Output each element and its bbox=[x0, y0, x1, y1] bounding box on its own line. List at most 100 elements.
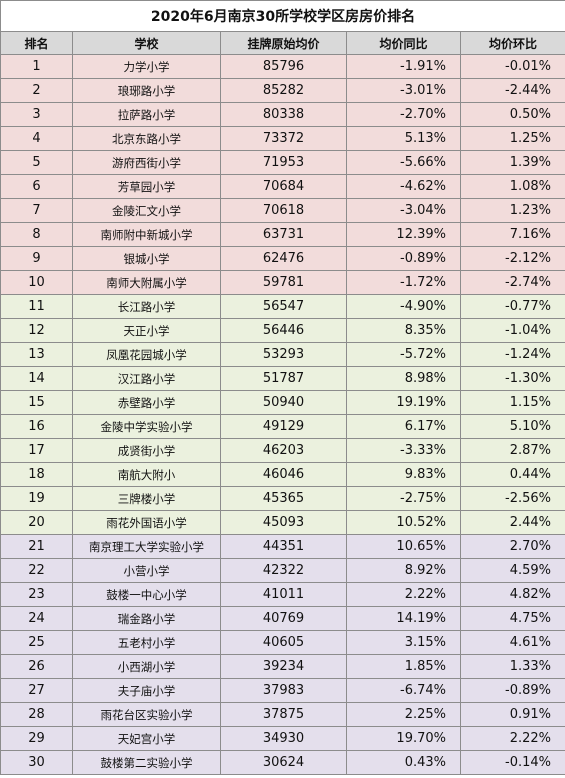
yoy-cell: 2.25% bbox=[346, 702, 461, 727]
rank-cell: 11 bbox=[0, 294, 73, 319]
price-cell: 37875 bbox=[220, 702, 347, 727]
mom-cell: -0.01% bbox=[459, 54, 565, 79]
mom-cell: 5.10% bbox=[459, 414, 565, 439]
price-cell: 44351 bbox=[220, 534, 347, 559]
yoy-cell: 9.83% bbox=[346, 462, 461, 487]
price-cell: 71953 bbox=[220, 150, 347, 175]
yoy-cell: 1.85% bbox=[346, 654, 461, 679]
table-row: 4 北京东路小学 73372 5.13% 1.25% bbox=[0, 126, 565, 151]
school-cell: 夫子庙小学 bbox=[72, 678, 221, 703]
mom-cell: 1.23% bbox=[459, 198, 565, 223]
table-row: 9 银城小学 62476 -0.89% -2.12% bbox=[0, 246, 565, 271]
rank-cell: 21 bbox=[0, 534, 73, 559]
yoy-cell: -2.75% bbox=[346, 486, 461, 511]
yoy-cell: -3.01% bbox=[346, 78, 461, 103]
price-cell: 53293 bbox=[220, 342, 347, 367]
rank-cell: 24 bbox=[0, 606, 73, 631]
table-row: 15 赤壁路小学 50940 19.19% 1.15% bbox=[0, 390, 565, 415]
rank-cell: 16 bbox=[0, 414, 73, 439]
price-cell: 41011 bbox=[220, 582, 347, 607]
rank-cell: 10 bbox=[0, 270, 73, 295]
yoy-cell: 8.98% bbox=[346, 366, 461, 391]
rank-cell: 30 bbox=[0, 750, 73, 775]
yoy-cell: -1.72% bbox=[346, 270, 461, 295]
school-cell: 小营小学 bbox=[72, 558, 221, 583]
school-cell: 金陵中学实验小学 bbox=[72, 414, 221, 439]
yoy-cell: 19.70% bbox=[346, 726, 461, 751]
yoy-cell: -5.66% bbox=[346, 150, 461, 175]
header-mom: 均价环比 bbox=[459, 31, 565, 55]
rank-cell: 20 bbox=[0, 510, 73, 535]
mom-cell: 0.50% bbox=[459, 102, 565, 127]
table-row: 23 鼓楼一中心小学 41011 2.22% 4.82% bbox=[0, 582, 565, 607]
table-row: 26 小西湖小学 39234 1.85% 1.33% bbox=[0, 654, 565, 679]
mom-cell: 2.87% bbox=[459, 438, 565, 463]
yoy-cell: 8.92% bbox=[346, 558, 461, 583]
yoy-cell: -2.70% bbox=[346, 102, 461, 127]
mom-cell: 2.70% bbox=[459, 534, 565, 559]
table-row: 18 南航大附小 46046 9.83% 0.44% bbox=[0, 462, 565, 487]
table-row: 16 金陵中学实验小学 49129 6.17% 5.10% bbox=[0, 414, 565, 439]
yoy-cell: -1.91% bbox=[346, 54, 461, 79]
price-cell: 30624 bbox=[220, 750, 347, 775]
price-cell: 46046 bbox=[220, 462, 347, 487]
yoy-cell: 14.19% bbox=[346, 606, 461, 631]
mom-cell: -2.56% bbox=[459, 486, 565, 511]
header-rank: 排名 bbox=[0, 31, 73, 55]
rank-cell: 5 bbox=[0, 150, 73, 175]
school-cell: 天正小学 bbox=[72, 318, 221, 343]
school-cell: 成贤街小学 bbox=[72, 438, 221, 463]
school-cell: 汉江路小学 bbox=[72, 366, 221, 391]
table-row: 3 拉萨路小学 80338 -2.70% 0.50% bbox=[0, 102, 565, 127]
table-row: 2 琅琊路小学 85282 -3.01% -2.44% bbox=[0, 78, 565, 103]
rank-cell: 18 bbox=[0, 462, 73, 487]
price-cell: 56547 bbox=[220, 294, 347, 319]
school-cell: 天妃宫小学 bbox=[72, 726, 221, 751]
mom-cell: 0.44% bbox=[459, 462, 565, 487]
price-cell: 46203 bbox=[220, 438, 347, 463]
mom-cell: 0.91% bbox=[459, 702, 565, 727]
school-cell: 鼓楼一中心小学 bbox=[72, 582, 221, 607]
school-cell: 鼓楼第二实验小学 bbox=[72, 750, 221, 775]
school-cell: 力学小学 bbox=[72, 54, 221, 79]
mom-cell: -0.14% bbox=[459, 750, 565, 775]
mom-cell: -2.44% bbox=[459, 78, 565, 103]
yoy-cell: 12.39% bbox=[346, 222, 461, 247]
mom-cell: -1.24% bbox=[459, 342, 565, 367]
price-cell: 40769 bbox=[220, 606, 347, 631]
mom-cell: 4.82% bbox=[459, 582, 565, 607]
school-cell: 瑞金路小学 bbox=[72, 606, 221, 631]
school-cell: 银城小学 bbox=[72, 246, 221, 271]
table-row: 6 芳草园小学 70684 -4.62% 1.08% bbox=[0, 174, 565, 199]
rank-cell: 19 bbox=[0, 486, 73, 511]
price-cell: 50940 bbox=[220, 390, 347, 415]
school-cell: 五老村小学 bbox=[72, 630, 221, 655]
price-cell: 39234 bbox=[220, 654, 347, 679]
school-cell: 南师附中新城小学 bbox=[72, 222, 221, 247]
rank-cell: 17 bbox=[0, 438, 73, 463]
rank-cell: 28 bbox=[0, 702, 73, 727]
rank-cell: 3 bbox=[0, 102, 73, 127]
yoy-cell: 0.43% bbox=[346, 750, 461, 775]
mom-cell: -2.74% bbox=[459, 270, 565, 295]
mom-cell: 1.39% bbox=[459, 150, 565, 175]
mom-cell: 4.59% bbox=[459, 558, 565, 583]
table-row: 10 南师大附属小学 59781 -1.72% -2.74% bbox=[0, 270, 565, 295]
rank-cell: 14 bbox=[0, 366, 73, 391]
rank-cell: 13 bbox=[0, 342, 73, 367]
yoy-cell: -3.04% bbox=[346, 198, 461, 223]
rank-cell: 4 bbox=[0, 126, 73, 151]
header-row: 排名 学校 挂牌原始均价 均价同比 均价环比 bbox=[0, 31, 565, 55]
mom-cell: 1.15% bbox=[459, 390, 565, 415]
price-cell: 40605 bbox=[220, 630, 347, 655]
school-cell: 雨花外国语小学 bbox=[72, 510, 221, 535]
yoy-cell: -6.74% bbox=[346, 678, 461, 703]
school-cell: 南航大附小 bbox=[72, 462, 221, 487]
price-cell: 45365 bbox=[220, 486, 347, 511]
price-cell: 70618 bbox=[220, 198, 347, 223]
table-title: 2020年6月南京30所学校学区房房价排名 bbox=[0, 0, 565, 32]
price-cell: 85282 bbox=[220, 78, 347, 103]
yoy-cell: 5.13% bbox=[346, 126, 461, 151]
table-row: 22 小营小学 42322 8.92% 4.59% bbox=[0, 558, 565, 583]
